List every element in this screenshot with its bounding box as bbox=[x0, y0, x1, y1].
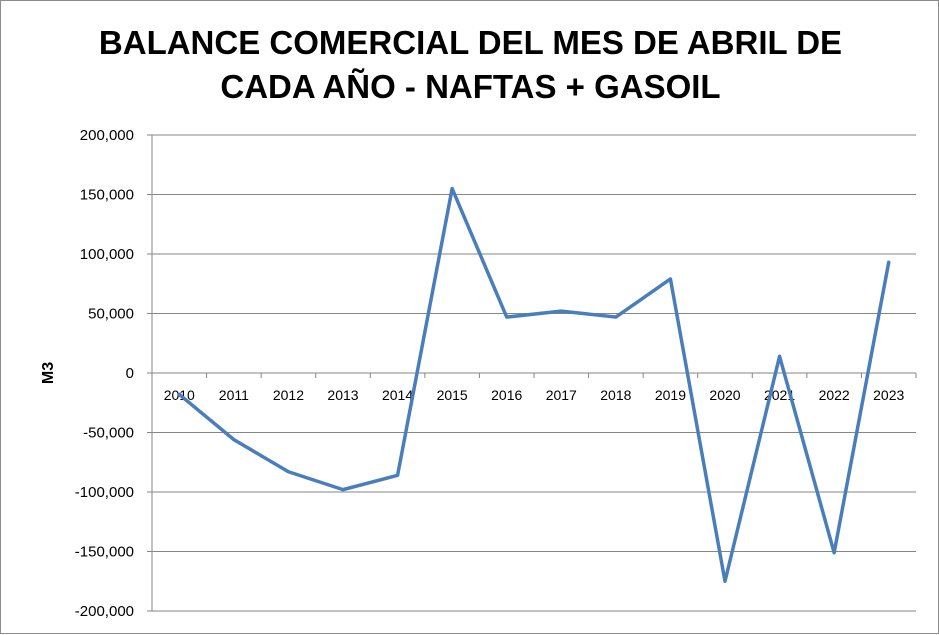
y-tick-label: 100,000 bbox=[80, 246, 134, 263]
y-tick-label: 50,000 bbox=[88, 306, 134, 323]
y-axis-label: M3 bbox=[40, 362, 57, 384]
x-tick-label: 2014 bbox=[382, 387, 413, 403]
chart-title-line-2: CADA AÑO - NAFTAS + GASOIL bbox=[220, 68, 721, 105]
y-tick-label: 150,000 bbox=[80, 187, 134, 204]
data-point bbox=[723, 579, 727, 583]
x-tick-label: 2013 bbox=[327, 387, 358, 403]
x-tick-label: 2015 bbox=[437, 387, 468, 403]
y-tick-label: -150,000 bbox=[75, 544, 134, 561]
data-point bbox=[559, 309, 563, 313]
y-tick-label: -100,000 bbox=[75, 484, 134, 501]
data-point bbox=[668, 277, 672, 281]
data-point bbox=[286, 470, 290, 474]
x-tick-label: 2019 bbox=[655, 387, 686, 403]
data-point bbox=[341, 488, 345, 492]
x-tick-label: 2018 bbox=[600, 387, 631, 403]
data-point bbox=[832, 551, 836, 555]
series-line bbox=[177, 186, 891, 583]
data-point bbox=[505, 315, 509, 319]
y-tick-label: 0 bbox=[126, 365, 134, 382]
chart-title: BALANCE COMERCIAL DEL MES DE ABRIL DE CA… bbox=[1, 21, 939, 109]
data-point bbox=[614, 315, 618, 319]
data-point bbox=[396, 473, 400, 477]
chart-title-line-1: BALANCE COMERCIAL DEL MES DE ABRIL DE bbox=[98, 24, 843, 61]
y-tick-label: 200,000 bbox=[80, 127, 134, 144]
data-point bbox=[450, 187, 454, 191]
data-point bbox=[887, 260, 891, 264]
x-tick-label: 2011 bbox=[219, 387, 249, 403]
x-tick-label: 2017 bbox=[546, 387, 577, 403]
y-tick-label: -200,000 bbox=[75, 603, 134, 620]
x-tick-label: 2020 bbox=[709, 387, 740, 403]
x-tick-label: 2023 bbox=[873, 387, 904, 403]
x-tick-label: 2016 bbox=[491, 387, 522, 403]
y-tick-label: -50,000 bbox=[83, 425, 134, 442]
x-tick-label: 2022 bbox=[819, 387, 850, 403]
data-point bbox=[778, 354, 782, 358]
x-tick-label: 2012 bbox=[273, 387, 304, 403]
data-point bbox=[177, 392, 181, 396]
data-point bbox=[232, 438, 236, 442]
